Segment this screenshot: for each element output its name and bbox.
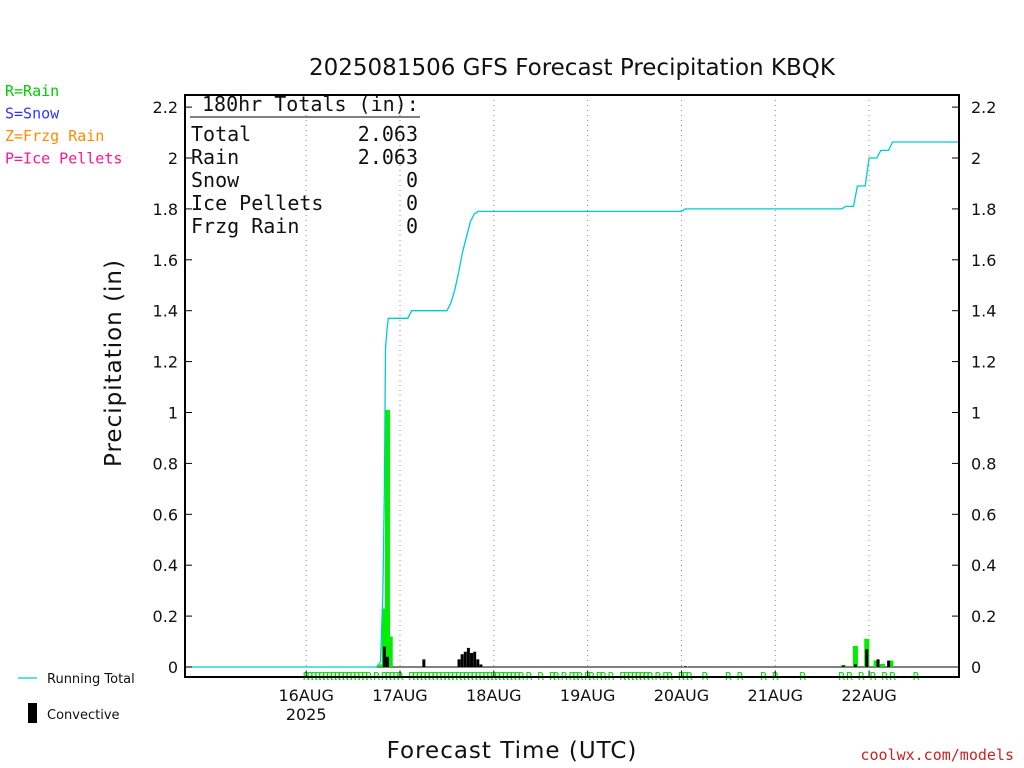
convective-bar (865, 649, 869, 667)
rain-bars (378, 409, 894, 668)
rain-bar (384, 409, 390, 667)
totals-box: 180hr Totals (in): Total 2.063 Rain 2.063 Sno… (190, 92, 420, 238)
totals-row-label: Total (191, 122, 251, 146)
series-legend: Running Total Convective (18, 672, 135, 723)
totals-row-label: Rain (191, 145, 239, 169)
convective-bar (466, 647, 470, 667)
x-tick-label: 17AUG (372, 686, 427, 705)
totals-row-label: Frzg Rain (191, 214, 299, 238)
y-tick-label-left: 0 (168, 658, 178, 677)
y-tick-label-right: 0 (971, 658, 981, 677)
convective-bar (473, 651, 477, 667)
y-tick-label-left: 1.4 (153, 302, 178, 321)
rain-bar (888, 660, 894, 667)
plot-frame (184, 94, 960, 678)
x-tick-label: 19AUG (560, 686, 615, 705)
y-tick-label-left: 1.6 (153, 251, 178, 270)
convective-swatch (28, 703, 37, 723)
convective-bar (683, 666, 687, 667)
y-tick-label-left: 1.8 (153, 200, 178, 219)
running-total-polyline (185, 141, 959, 668)
y-tick-label-right: 2.2 (971, 98, 996, 117)
y-tick-label-left: 0.4 (153, 556, 178, 575)
convective-bar (382, 646, 386, 667)
site-credit: coolwx.com/models (860, 746, 1014, 764)
convective-bar (476, 659, 480, 667)
y-tick-label-right: 0.2 (971, 607, 996, 626)
y-tick-label-left: 2 (168, 149, 178, 168)
ptype-legend-item: R=Rain (5, 82, 59, 100)
rain-bar (873, 660, 879, 667)
x-axis-label: Forecast Time (UTC) (387, 738, 638, 764)
x-tick-sublabel: 2025 (286, 705, 327, 724)
y-tick-label-left: 2.2 (153, 98, 178, 117)
x-tick-label: 16AUG (278, 686, 333, 705)
y-tick-label-right: 1.8 (971, 200, 996, 219)
rain-bar (381, 608, 387, 667)
convective-bar (841, 665, 845, 667)
convective-bar (887, 660, 891, 667)
y-axis: 0 00.2 0.20.4 0.40.6 0.60.8 0.81 11.2 1.21.4 1.4… (153, 98, 997, 677)
running-total-line (185, 141, 959, 668)
y-tick-label-right: 1 (971, 404, 981, 423)
convective-bars (382, 646, 891, 667)
totals-header: 180hr Totals (in): (202, 92, 419, 116)
totals-row-value: 0 (406, 168, 418, 192)
rain-bar (879, 663, 885, 667)
totals-row-label: Ice Pellets (191, 191, 323, 215)
y-tick-label-right: 0.8 (971, 454, 996, 473)
totals-row-value: 2.063 (358, 122, 418, 146)
totals-row-value: 0 (406, 191, 418, 215)
x-tick-label: 22AUG (841, 686, 896, 705)
chart-title: 2025081506 GFS Forecast Precipitation KB… (309, 55, 836, 81)
x-tick-label: 18AUG (466, 686, 521, 705)
totals-row-label: Snow (191, 168, 240, 192)
rain-bar (387, 636, 393, 667)
convective-bar (463, 651, 467, 667)
grid-lines (185, 95, 959, 677)
y-tick-label-right: 2 (971, 149, 981, 168)
totals-row-value: 0 (406, 214, 418, 238)
rain-bar (378, 664, 384, 667)
convective-bar (853, 664, 857, 667)
convective-bar (457, 659, 461, 667)
convective-bar (470, 653, 474, 667)
ptype-legend-item: S=Snow (5, 105, 60, 123)
convective-bar (460, 654, 464, 667)
x-tick-label: 21AUG (748, 686, 803, 705)
y-tick-label-left: 1.2 (153, 353, 178, 372)
totals-row-value: 2.063 (358, 145, 418, 169)
y-tick-label-right: 1.6 (971, 251, 996, 270)
ptype-legend: R=Rain S=Snow Z=Frzg Rain P=Ice Pellets (5, 82, 122, 168)
convective-bar (876, 659, 880, 667)
y-tick-label-left: 1 (168, 404, 178, 423)
y-tick-label-left: 0.6 (153, 505, 178, 524)
y-tick-label-left: 0.8 (153, 454, 178, 473)
convective-bar (422, 659, 426, 667)
y-tick-label-right: 0.6 (971, 505, 996, 524)
convective-bar (385, 656, 389, 667)
y-tick-label-right: 0.4 (971, 556, 996, 575)
y-tick-label-right: 1.2 (971, 353, 996, 372)
y-tick-label-right: 1.4 (971, 302, 996, 321)
running-total-legend-label: Running Total (47, 672, 135, 687)
convective-bar (479, 664, 483, 667)
y-axis-label: Precipitation (in) (101, 259, 127, 467)
convective-legend-label: Convective (47, 708, 120, 723)
rain-bar (852, 645, 858, 667)
x-tick-label: 20AUG (654, 686, 709, 705)
y-tick-label-left: 0.2 (153, 607, 178, 626)
ptype-legend-item: Z=Frzg Rain (5, 127, 104, 145)
ptype-legend-item: P=Ice Pellets (5, 150, 122, 168)
